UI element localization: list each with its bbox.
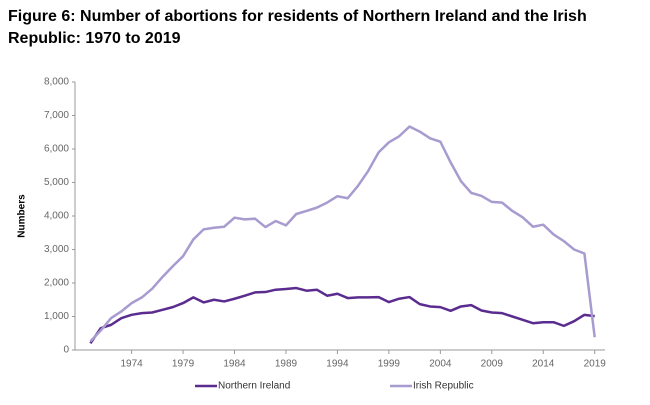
x-tick-label: 2004 — [429, 359, 452, 370]
x-tick-label: 2014 — [532, 359, 555, 370]
series-line — [89, 286, 595, 345]
y-tick-label: 2,000 — [44, 278, 69, 289]
y-axis-label: Numbers — [17, 194, 28, 238]
series-line — [89, 125, 596, 343]
x-tick-label: 1979 — [172, 359, 195, 370]
y-tick-label: 0 — [63, 345, 69, 356]
x-tick-label: 2019 — [584, 359, 607, 370]
legend-label: Northern Ireland — [218, 381, 290, 392]
y-tick-label: 4,000 — [44, 211, 69, 222]
x-tick-label: 2009 — [481, 359, 504, 370]
x-tick-label: 1984 — [223, 359, 246, 370]
legend-label: Irish Republic — [413, 381, 474, 392]
y-tick-label: 8,000 — [44, 77, 69, 88]
y-tick-label: 7,000 — [44, 110, 69, 121]
x-tick-label: 1989 — [275, 359, 298, 370]
x-tick-label: 1974 — [120, 359, 143, 370]
y-tick-label: 1,000 — [44, 311, 69, 322]
y-tick-label: 5,000 — [44, 177, 69, 188]
x-tick-label: 1994 — [326, 359, 349, 370]
x-tick-label: 1999 — [378, 359, 401, 370]
chart-title: Figure 6: Number of abortions for reside… — [8, 8, 587, 47]
y-tick-label: 6,000 — [44, 144, 69, 155]
y-tick-label: 3,000 — [44, 244, 69, 255]
